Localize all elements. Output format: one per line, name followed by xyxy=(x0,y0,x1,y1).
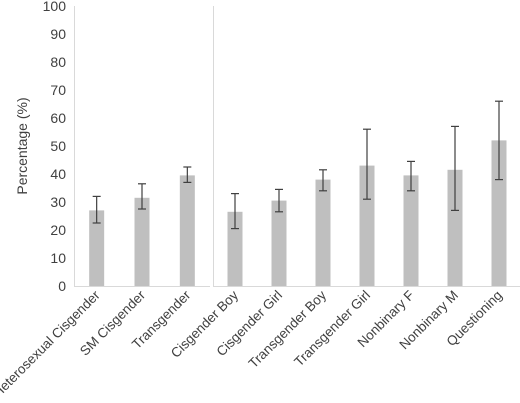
y-tick-label: 30 xyxy=(50,194,66,210)
x-tick-label: Transgender Girl xyxy=(291,288,373,370)
bar xyxy=(491,140,507,286)
bar xyxy=(134,197,150,286)
error-bar xyxy=(451,125,459,211)
y-tick-label: 10 xyxy=(50,250,66,266)
error-bar xyxy=(275,188,283,213)
y-tick-label: 50 xyxy=(50,138,66,154)
bar xyxy=(271,200,287,286)
error-bar xyxy=(183,166,192,183)
y-tick-label: 90 xyxy=(50,26,66,42)
bar xyxy=(447,169,463,286)
y-axis: 0 10 20 30 40 50 60 70 80 90 100 xyxy=(43,0,67,294)
y-tick-label: 70 xyxy=(50,82,66,98)
error-bar xyxy=(407,160,415,192)
bar xyxy=(179,175,195,286)
error-bar xyxy=(319,169,327,192)
bar xyxy=(89,210,105,286)
x-tick-label: Transgender Boy xyxy=(246,287,330,371)
bar xyxy=(359,165,375,286)
y-tick-label: 60 xyxy=(50,110,66,126)
error-bar xyxy=(138,183,146,210)
y-tick-label: 80 xyxy=(50,54,66,70)
y-tick-label: 40 xyxy=(50,166,66,182)
y-axis-title: Percentage (%) xyxy=(14,97,30,194)
y-tick-label: 0 xyxy=(58,278,66,294)
bar xyxy=(227,211,243,286)
error-bar xyxy=(363,128,371,200)
y-tick-label: 100 xyxy=(43,0,67,14)
bar xyxy=(315,179,331,286)
error-bar xyxy=(92,195,101,224)
bar xyxy=(403,175,419,286)
y-tick-label: 20 xyxy=(50,222,66,238)
error-bar xyxy=(231,193,239,230)
error-bar xyxy=(495,100,503,181)
